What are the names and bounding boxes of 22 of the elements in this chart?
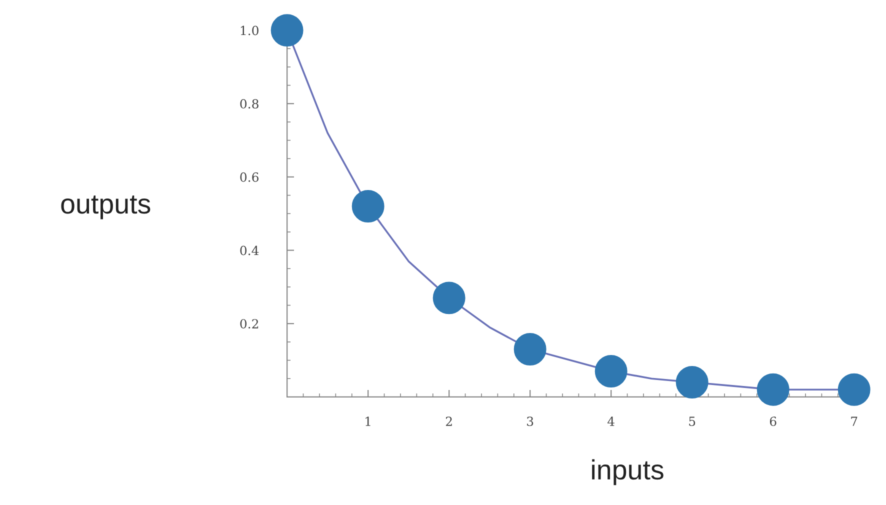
- x-tick-label: 4: [607, 416, 614, 426]
- x-tick-label: 7: [851, 416, 858, 426]
- point: [838, 373, 870, 406]
- x-tick-label: 3: [527, 416, 534, 426]
- point: [676, 366, 708, 398]
- y-tick-label: 1.0: [240, 26, 258, 36]
- x-tick-label: 1: [366, 416, 370, 426]
- y-tick-label: 0.4: [240, 246, 259, 256]
- y-tick-label: 0.2: [240, 319, 258, 329]
- y-axis-title: outputs: [61, 196, 150, 220]
- x-axis-title: inputs: [592, 459, 664, 486]
- point: [756, 373, 790, 406]
- point: [432, 282, 466, 314]
- point: [270, 14, 304, 47]
- x-tick-label: 2: [446, 416, 452, 426]
- point: [352, 190, 384, 223]
- y-tick-label: 0.6: [240, 172, 258, 182]
- point: [594, 355, 628, 388]
- x-tick-label: 5: [689, 416, 696, 426]
- x-tick-label: 6: [770, 416, 776, 426]
- point: [514, 333, 546, 366]
- y-tick-label: 0.8: [240, 99, 258, 109]
